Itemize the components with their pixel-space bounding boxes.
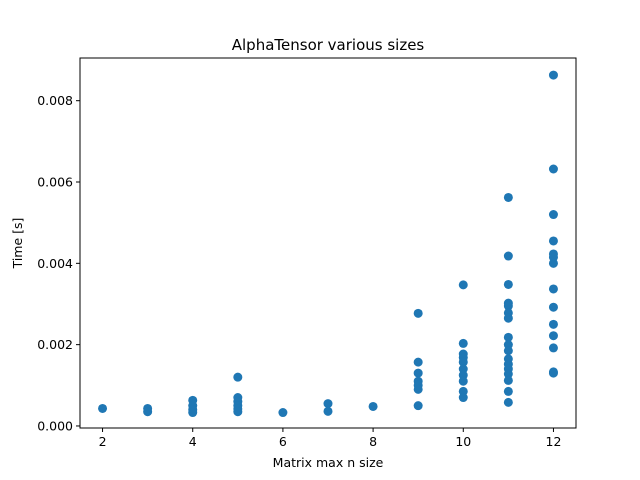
y-tick-label: 0.000 xyxy=(37,418,73,433)
data-point xyxy=(413,357,423,367)
y-axis-label: Time [s] xyxy=(10,218,25,270)
data-point xyxy=(548,236,558,246)
x-axis: 2 4 6 8 10 12 xyxy=(99,428,562,449)
x-tick-label: 6 xyxy=(279,434,287,449)
x-tick-label: 12 xyxy=(546,434,562,449)
data-point xyxy=(458,376,468,386)
x-tick-label: 2 xyxy=(99,434,107,449)
x-axis-label: Matrix max n size xyxy=(273,455,384,470)
data-point xyxy=(503,375,513,385)
data-point xyxy=(98,403,108,413)
data-point xyxy=(503,192,513,202)
data-point xyxy=(278,408,288,418)
data-point xyxy=(458,357,468,367)
data-point xyxy=(548,331,558,341)
data-point xyxy=(413,308,423,318)
data-point xyxy=(458,280,468,290)
data-point xyxy=(548,70,558,80)
data-point xyxy=(548,258,558,268)
y-tick-label: 0.002 xyxy=(37,337,73,352)
data-point xyxy=(458,393,468,403)
data-point xyxy=(413,401,423,411)
data-point xyxy=(143,407,153,417)
x-tick-label: 4 xyxy=(189,434,197,449)
data-point xyxy=(233,407,243,417)
data-point xyxy=(503,313,513,323)
y-tick-label: 0.008 xyxy=(37,93,73,108)
data-point xyxy=(503,301,513,311)
data-point xyxy=(548,284,558,294)
data-point xyxy=(458,338,468,348)
data-point xyxy=(503,397,513,407)
data-point xyxy=(503,279,513,289)
data-point xyxy=(323,399,333,409)
data-point xyxy=(503,251,513,261)
data-point xyxy=(548,343,558,353)
data-point xyxy=(188,408,198,418)
y-tick-label: 0.006 xyxy=(37,175,73,190)
data-point xyxy=(548,302,558,312)
chart-title: AlphaTensor various sizes xyxy=(232,36,425,54)
data-points xyxy=(98,70,558,418)
data-point xyxy=(368,401,378,411)
y-axis: 0.000 0.002 0.004 0.006 0.008 xyxy=(37,93,80,433)
data-point xyxy=(548,319,558,329)
data-point xyxy=(503,332,513,342)
data-point xyxy=(548,368,558,378)
data-point xyxy=(503,386,513,396)
data-point xyxy=(413,368,423,378)
x-tick-label: 8 xyxy=(369,434,377,449)
data-point xyxy=(548,210,558,220)
plot-frame xyxy=(79,57,577,429)
x-tick-label: 10 xyxy=(455,434,471,449)
data-point xyxy=(323,406,333,416)
data-point xyxy=(503,346,513,356)
data-point xyxy=(413,384,423,394)
y-tick-label: 0.004 xyxy=(37,256,73,271)
data-point xyxy=(503,369,513,379)
data-point xyxy=(548,164,558,174)
data-point xyxy=(233,372,243,382)
